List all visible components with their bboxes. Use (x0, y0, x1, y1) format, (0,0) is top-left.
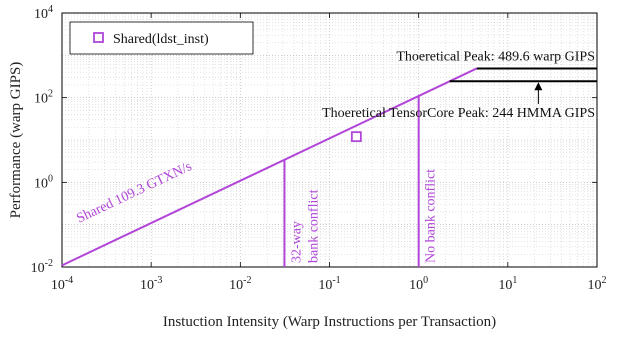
x-tick-label: 102 (588, 275, 607, 293)
y-tick-label: 100 (34, 173, 53, 191)
marker-label-line2: bank conflict (306, 189, 321, 263)
warp-peak-label: Thoeretical Peak: 489.6 warp GIPS (396, 49, 595, 64)
x-tick-label: 101 (498, 275, 517, 293)
x-tick-label: 10-1 (318, 275, 340, 293)
legend-label: Shared(ldst_inst) (113, 32, 209, 47)
data-points (350, 131, 362, 143)
shared-bandwidth-roof (61, 67, 478, 267)
axis-ticks (61, 12, 598, 268)
tick-labels: 10-4 10-3 10-2 10-1 100 101 102 10-2 100 102 104 (31, 4, 607, 293)
x-axis-label: Instuction Intensity (Warp Instructions … (163, 314, 496, 330)
x-tick-label: 10-3 (140, 275, 162, 293)
marker-label: No bank conflict (424, 169, 439, 263)
legend: Shared(ldst_inst) (69, 21, 254, 55)
tensorcore-peak-label: Thoeretical TensorCore Peak: 244 HMMA GI… (322, 106, 595, 121)
marker-label-line1: 32-way (289, 221, 304, 263)
y-axis-label: Performance (warp GIPS) (8, 62, 24, 219)
legend-marker (93, 32, 104, 43)
x-tick-label: 100 (409, 275, 428, 293)
y-tick-label: 10-2 (31, 258, 53, 276)
shared-data-point (350, 131, 362, 143)
roofline-lines (61, 67, 597, 267)
x-tick-label: 10-4 (51, 275, 73, 293)
y-tick-label: 104 (34, 4, 53, 22)
y-tick-label: 102 (34, 89, 53, 107)
x-tick-label: 10-2 (229, 275, 251, 293)
tensorcore-arrow-head (534, 82, 543, 91)
